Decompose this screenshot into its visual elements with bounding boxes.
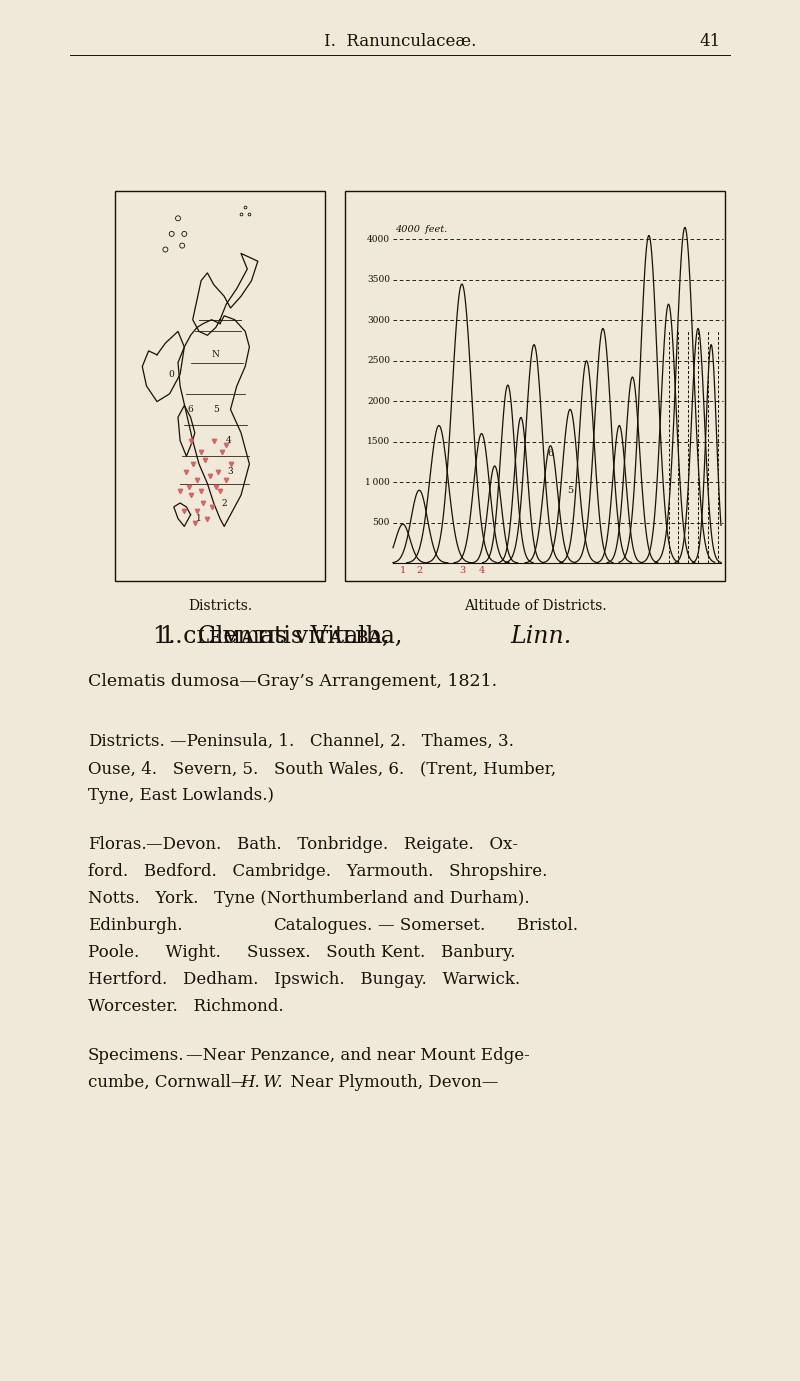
Text: 4: 4: [478, 566, 485, 574]
Text: — Somerset.      Bristol.: — Somerset. Bristol.: [378, 917, 578, 934]
Text: Altitude of Districts.: Altitude of Districts.: [464, 599, 606, 613]
Text: —Near Penzance, and near Mount Edge­: —Near Penzance, and near Mount Edge­: [186, 1047, 530, 1063]
Text: 2000: 2000: [367, 396, 390, 406]
Text: 6: 6: [547, 449, 554, 458]
Text: 1. ᴄʟᴇᴍᴀᴛɪѕ ᴠɪᴛᴀʟʙᴀ,: 1. ᴄʟᴇᴍᴀᴛɪѕ ᴠɪᴛᴀʟʙᴀ,: [153, 626, 397, 648]
Text: Worcester.   Richmond.: Worcester. Richmond.: [88, 998, 284, 1015]
Text: 2: 2: [222, 499, 227, 507]
Text: 3500: 3500: [367, 275, 390, 284]
Text: 4000  feet.: 4000 feet.: [395, 225, 447, 235]
Text: 1.  Clematis Vitalba,: 1. Clematis Vitalba,: [160, 626, 402, 648]
Text: H. W.: H. W.: [240, 1074, 282, 1091]
Text: 3000: 3000: [367, 316, 390, 325]
Text: 1: 1: [400, 566, 406, 574]
Text: 4: 4: [226, 436, 231, 445]
Bar: [345, 191, 725, 581]
Text: cumbe, Cornwall—: cumbe, Cornwall—: [88, 1074, 247, 1091]
Text: Edinburgh.: Edinburgh.: [88, 917, 182, 934]
Text: 5: 5: [567, 486, 573, 494]
Text: 6: 6: [188, 405, 194, 414]
Text: —Peninsula, 1.   Channel, 2.   Thames, 3.: —Peninsula, 1. Channel, 2. Thames, 3.: [170, 733, 514, 750]
Text: I.  Ranunculaceæ.: I. Ranunculaceæ.: [324, 33, 476, 50]
Text: 2500: 2500: [367, 356, 390, 366]
Text: Notts.   York.   Tyne (Northumberland and Durham).: Notts. York. Tyne (Northumberland and Du…: [88, 889, 530, 907]
Text: Tyne, East Lowlands.): Tyne, East Lowlands.): [88, 787, 274, 804]
Text: N: N: [212, 351, 220, 359]
Text: 1 000: 1 000: [366, 478, 390, 486]
Text: 0: 0: [169, 370, 174, 378]
Text: Linn.: Linn.: [510, 626, 571, 648]
Text: Ouse, 4.   Severn, 5.   South Wales, 6.   (Trent, Humber,: Ouse, 4. Severn, 5. South Wales, 6. (Tre…: [88, 760, 556, 778]
Text: —Devon.   Bath.   Tonbridge.   Reigate.   Ox­: —Devon. Bath. Tonbridge. Reigate. Ox­: [146, 836, 518, 853]
Text: Clematis dumosa—Gray’s Arrangement, 1821.: Clematis dumosa—Gray’s Arrangement, 1821…: [88, 673, 497, 690]
Text: 41: 41: [699, 33, 721, 50]
Text: 1: 1: [196, 514, 202, 523]
Text: 1500: 1500: [367, 438, 390, 446]
Text: 2: 2: [416, 566, 422, 574]
Bar: [115, 191, 325, 581]
Text: Hertford.   Dedham.   Ipswich.   Bungay.   Warwick.: Hertford. Dedham. Ipswich. Bungay. Warwi…: [88, 971, 520, 987]
Text: 500: 500: [373, 518, 390, 528]
Text: Floras.: Floras.: [88, 836, 146, 853]
Text: Specimens.: Specimens.: [88, 1047, 185, 1063]
Text: Districts.: Districts.: [188, 599, 252, 613]
Text: Catalogues.: Catalogues.: [273, 917, 372, 934]
Text: 5: 5: [213, 405, 218, 414]
Text: 4000: 4000: [367, 235, 390, 244]
Text: Districts.: Districts.: [88, 733, 165, 750]
Text: ford.   Bedford.   Cambridge.   Yarmouth.   Shropshire.: ford. Bedford. Cambridge. Yarmouth. Shro…: [88, 863, 547, 880]
Text: 3: 3: [228, 467, 234, 476]
Text: 3: 3: [458, 566, 465, 574]
Text: Poole.     Wight.     Sussex.   South Kent.   Banbury.: Poole. Wight. Sussex. South Kent. Banbur…: [88, 945, 515, 961]
Text: Near Plymouth, Devon—: Near Plymouth, Devon—: [280, 1074, 498, 1091]
